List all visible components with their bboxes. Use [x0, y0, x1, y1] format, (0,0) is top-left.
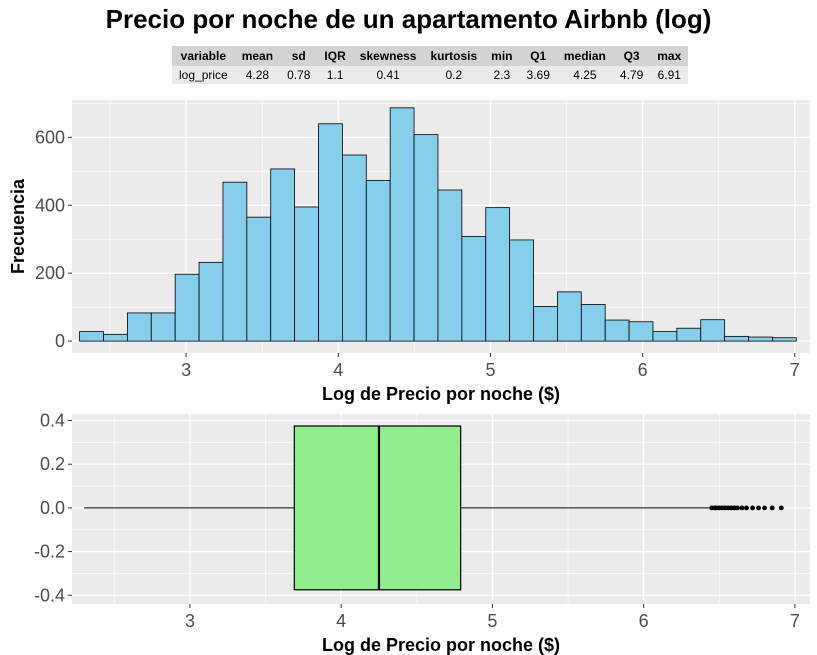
- outlier-point: [750, 505, 755, 511]
- stats-header-min: min: [484, 46, 520, 66]
- histogram-bar: [533, 306, 558, 342]
- stats-header-IQR: IQR: [317, 46, 353, 66]
- stats-header-Q3: Q3: [612, 46, 651, 66]
- x-tick-label: 5: [487, 611, 497, 631]
- histogram-bar: [604, 319, 630, 342]
- stats-cell-IQR: 1.1: [317, 66, 353, 84]
- x-tick-label: 6: [639, 611, 649, 631]
- histogram-bar: [748, 336, 773, 342]
- histogram-bar: [246, 216, 272, 342]
- histogram-bar: [198, 261, 224, 342]
- stats-cell-skewness: 0.41: [352, 66, 424, 84]
- stats-row: log_price 4.28 0.78 1.1 0.41 0.2 2.3 3.69 4.25 4.…: [172, 66, 689, 84]
- y-axis-label: Frecuencia: [8, 178, 28, 274]
- histogram-bar: [389, 107, 415, 342]
- histogram-panel: 3 4 5 6 7 0 200 400 600 Log de Precio por noche (…: [8, 100, 810, 404]
- y-tick-label: 0.0: [40, 498, 65, 518]
- stats-cell-kurtosis: 0.2: [423, 66, 485, 84]
- histogram-bar: [485, 207, 511, 342]
- outlier-point: [778, 505, 784, 511]
- histogram-bar: [294, 206, 319, 342]
- y-tick-label: 200: [35, 263, 65, 283]
- histogram-bar: [628, 321, 654, 342]
- y-tick-label: 0: [55, 331, 65, 351]
- x-axis-label: Log de Precio por noche ($): [322, 635, 560, 655]
- outlier-point: [739, 505, 745, 511]
- histogram-bar: [341, 154, 367, 342]
- outlier-point: [735, 505, 740, 511]
- box-iqr: [293, 425, 462, 591]
- histogram-bar: [652, 331, 678, 342]
- y-tick-label: 0.2: [40, 454, 65, 474]
- histogram-bar: [700, 319, 726, 342]
- histogram-bar: [222, 181, 248, 342]
- histogram-bar: [509, 239, 534, 342]
- stats-cell-max: 6.91: [650, 66, 689, 84]
- x-tick-label: 6: [638, 360, 648, 380]
- histogram-bar: [437, 189, 463, 342]
- chart-title: Precio por noche de un apartamento Airbn…: [105, 4, 712, 34]
- stats-header-skewness: skewness: [352, 46, 424, 66]
- histogram-bar: [126, 312, 152, 342]
- stats-header-median: median: [556, 46, 613, 66]
- histogram-bar: [413, 134, 439, 342]
- stats-cell-Q3: 4.79: [612, 66, 651, 84]
- y-tick-label: 600: [35, 127, 65, 147]
- outlier-point: [744, 505, 749, 511]
- y-tick-label: 0.4: [40, 411, 65, 431]
- x-tick-label: 3: [181, 360, 191, 380]
- histogram-bar: [79, 331, 104, 342]
- histogram-bar: [724, 335, 749, 342]
- stats-cell-variable: log_price: [172, 66, 235, 84]
- histogram-bar: [461, 236, 487, 342]
- x-tick-label: 4: [336, 611, 346, 631]
- histogram-bar: [318, 123, 343, 342]
- x-tick-label: 4: [333, 360, 343, 380]
- stats-body: log_price 4.28 0.78 1.1 0.41 0.2 2.3 3.69 4.25 4.…: [172, 66, 689, 84]
- histogram-bar: [270, 168, 296, 342]
- histogram-bar: [772, 337, 797, 342]
- stats-header-mean: mean: [234, 46, 281, 66]
- stats-header-row: variable mean sd IQR skewness kurtosis min Q1 me…: [172, 46, 689, 66]
- stats-header-variable: variable: [172, 46, 235, 66]
- outlier-point: [769, 505, 775, 511]
- histogram-bar: [103, 333, 128, 342]
- x-tick-label: 7: [790, 611, 800, 631]
- stats-header-sd: sd: [280, 46, 318, 66]
- outlier-point: [762, 505, 768, 511]
- stats-cell-min: 2.3: [484, 66, 520, 84]
- stats-cell-Q1: 3.69: [519, 66, 557, 84]
- x-tick-label: 3: [185, 611, 195, 631]
- boxplot-panel: 3 4 5 6 7 0.4 0.2 0.0 -0.2 -0.4 Log de Precio por …: [34, 411, 810, 655]
- stats-cell-mean: 4.28: [234, 66, 281, 84]
- y-tick-label: -0.2: [34, 542, 65, 562]
- histogram-bar: [150, 312, 176, 342]
- y-tick-label: -0.4: [34, 585, 65, 605]
- y-tick-label: 400: [35, 195, 65, 215]
- x-tick-label: 5: [485, 360, 495, 380]
- histogram-bar: [557, 291, 582, 342]
- outlier-point: [756, 505, 761, 511]
- stats-cell-sd: 0.78: [280, 66, 318, 84]
- histogram-bar: [365, 180, 391, 342]
- stats-header-kurtosis: kurtosis: [423, 46, 485, 66]
- stats-cell-median: 4.25: [556, 66, 613, 84]
- stats-header-Q1: Q1: [519, 46, 557, 66]
- x-axis-label: Log de Precio por noche ($): [322, 384, 560, 404]
- histogram-bar: [676, 327, 702, 342]
- stats-table: variable mean sd IQR skewness kurtosis min Q1 me…: [172, 46, 689, 84]
- x-tick-label: 7: [790, 360, 800, 380]
- histogram-bar: [580, 304, 606, 342]
- stats-header-max: max: [650, 46, 689, 66]
- histogram-bar: [174, 273, 200, 342]
